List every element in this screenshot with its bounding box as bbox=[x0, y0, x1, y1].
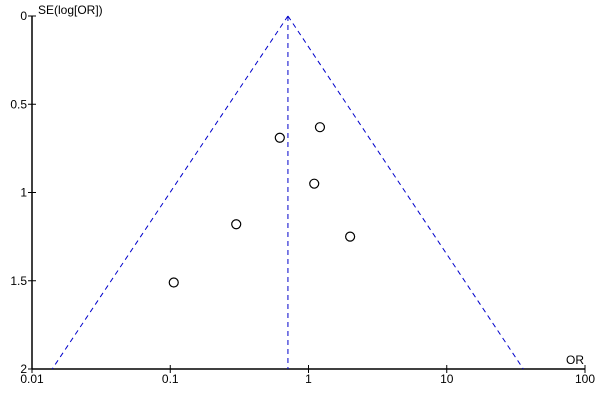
y-tick-label: 0.5 bbox=[10, 97, 27, 111]
study-point bbox=[314, 122, 326, 133]
x-tick-label: 10 bbox=[440, 372, 454, 386]
study-point bbox=[309, 178, 320, 189]
y-tick-label: 2 bbox=[20, 362, 27, 376]
y-tick-label: 1 bbox=[20, 186, 27, 200]
x-tick-label: 0.01 bbox=[20, 372, 44, 386]
x-tick-label: 100 bbox=[575, 372, 595, 386]
axes: 0 0.5 1 1.5 20.01 0.1 1 10 100 bbox=[10, 9, 595, 386]
funnel-left-limit bbox=[51, 15, 289, 370]
study-point bbox=[274, 132, 285, 143]
study-point bbox=[231, 219, 242, 230]
y-axis-label: SE(log[OR]) bbox=[38, 3, 103, 17]
x-tick-label: 0.1 bbox=[162, 372, 179, 386]
x-axis-label: OR bbox=[566, 353, 584, 367]
funnel-right-limit bbox=[287, 15, 524, 370]
study-point bbox=[168, 277, 179, 288]
y-tick-label: 0 bbox=[20, 9, 27, 23]
data-points bbox=[168, 122, 356, 288]
funnel-lines bbox=[51, 15, 524, 370]
y-tick-label: 1.5 bbox=[10, 274, 27, 288]
x-tick-label: 1 bbox=[305, 372, 312, 386]
study-point bbox=[345, 231, 356, 242]
